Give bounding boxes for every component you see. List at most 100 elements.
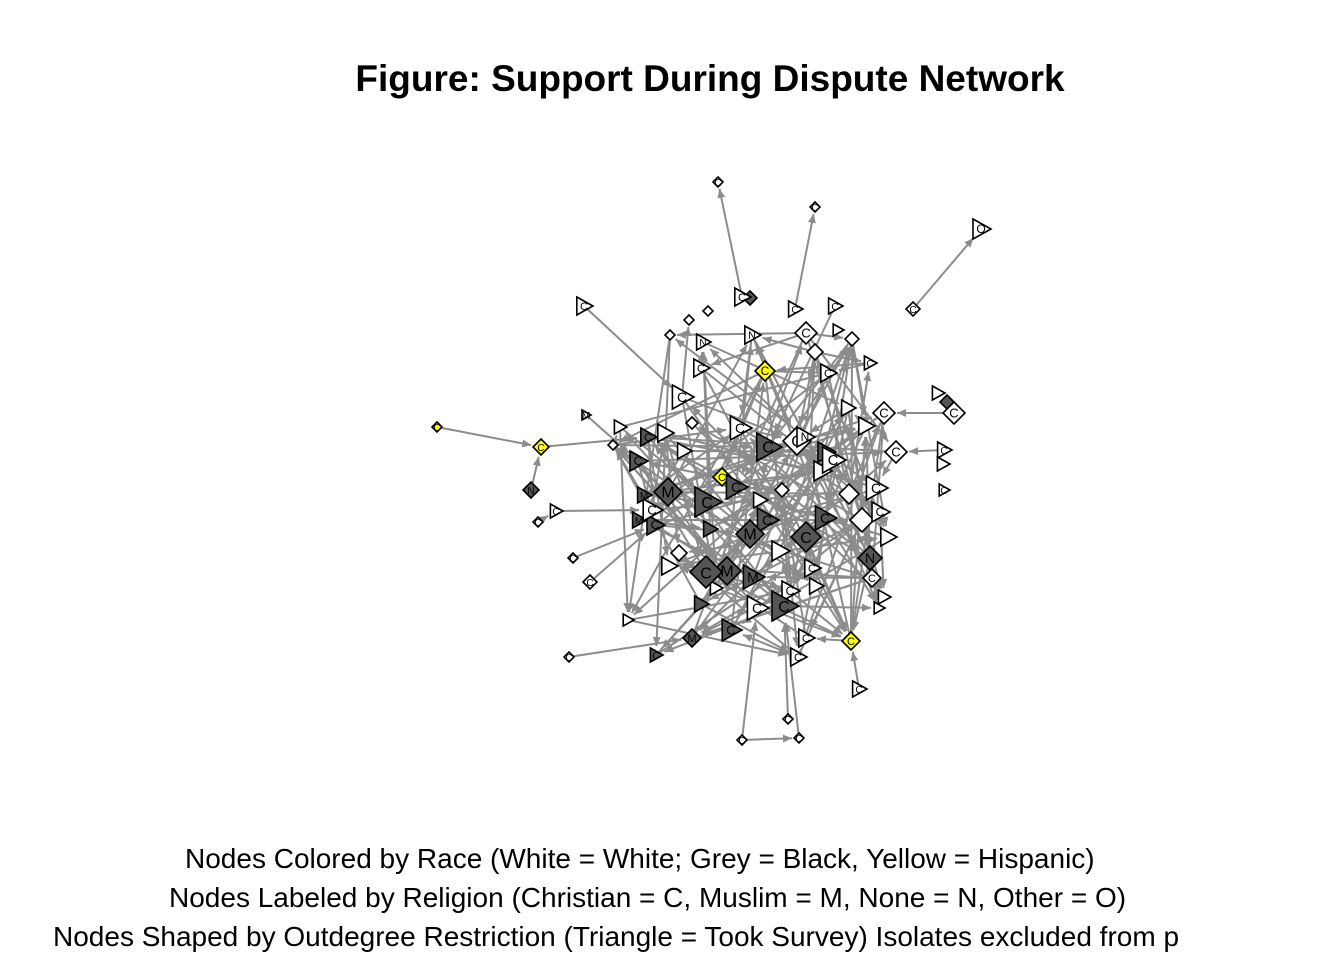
network-node-extra xyxy=(682,313,696,327)
network-node-shape xyxy=(531,437,551,457)
network-node-label: N xyxy=(699,338,706,349)
network-node: C xyxy=(746,594,771,622)
network-node-shape xyxy=(814,504,839,532)
edge-164 xyxy=(674,338,806,438)
network-node-label: C xyxy=(855,685,862,696)
network-node: C xyxy=(789,520,823,554)
figure-title: Figure: Support During Dispute Network xyxy=(355,58,1065,99)
network-node-label: M xyxy=(747,569,759,585)
network-node-shape xyxy=(562,650,576,664)
network-node-label: C xyxy=(433,423,440,434)
edge-76 xyxy=(627,619,788,657)
network-node: C xyxy=(797,627,817,649)
edge-235 xyxy=(683,447,815,456)
network-node: M xyxy=(734,518,766,550)
network-node: N xyxy=(796,425,817,449)
network-node-label: C xyxy=(876,505,885,519)
edge-190 xyxy=(803,351,816,426)
network-node-label: C xyxy=(778,599,790,616)
network-node: C xyxy=(711,175,725,189)
network-node-label: C xyxy=(752,600,762,616)
network-node: C xyxy=(549,502,565,520)
network-node-label: C xyxy=(800,530,812,547)
network-node: C xyxy=(793,320,819,346)
network-node: C xyxy=(863,354,879,372)
network-node: C xyxy=(721,617,744,643)
network-node: C xyxy=(871,500,892,524)
network-node: M xyxy=(652,476,684,508)
network-node-label: C xyxy=(786,584,795,598)
network-node-extra xyxy=(848,506,876,534)
network-node-extra xyxy=(840,398,858,418)
network-node-label: M xyxy=(661,485,674,502)
network-node: C xyxy=(735,733,749,747)
network-node: C xyxy=(865,474,890,502)
network-node-extra xyxy=(805,342,825,362)
network-node-shape xyxy=(755,431,784,463)
edge-139 xyxy=(619,426,632,613)
edge-214 xyxy=(751,334,792,427)
network-node-label: C xyxy=(940,486,947,497)
network-node: C xyxy=(575,295,595,317)
network-node-label: C xyxy=(644,432,652,444)
network-node-extra xyxy=(771,539,792,563)
network-node: C xyxy=(692,357,712,379)
network-node: C xyxy=(819,362,839,384)
network-node-shape xyxy=(819,362,839,384)
network-node-shape xyxy=(694,485,724,519)
network-node-label: N xyxy=(527,486,534,497)
network-node-label: C xyxy=(697,363,705,375)
caption-shape: Nodes Shaped by Outdegree Restriction (T… xyxy=(53,921,1180,952)
network-node-label: C xyxy=(537,443,544,454)
network-node: C xyxy=(646,513,667,537)
edges-layer xyxy=(436,188,974,743)
caption-religion: Nodes Labeled by Religion (Christian = C… xyxy=(169,882,1127,913)
network-node: C xyxy=(781,712,795,726)
network-node: C xyxy=(941,400,967,426)
network-node: C xyxy=(688,554,724,590)
network-node: C xyxy=(808,200,822,214)
network-node-shape xyxy=(743,324,763,346)
network-node-shape xyxy=(756,506,781,534)
network-node-label: C xyxy=(909,305,916,316)
edge-224 xyxy=(678,487,877,564)
network-node-shape xyxy=(671,383,696,411)
network-node-label: C xyxy=(700,565,712,582)
network-node-label: C xyxy=(820,510,830,526)
network-node-extra xyxy=(660,555,680,577)
network-node-shape xyxy=(711,555,743,587)
network-node-label: C xyxy=(808,563,816,575)
network-node: C xyxy=(814,504,839,532)
network-node: C xyxy=(803,557,823,579)
edge-174 xyxy=(789,590,844,635)
network-node-label: C xyxy=(701,495,713,512)
network-node-shape xyxy=(639,426,659,448)
network-node-shape xyxy=(793,320,819,346)
network-node-label: C xyxy=(802,633,810,645)
edge-2 xyxy=(912,237,974,310)
network-node: C xyxy=(871,400,897,426)
network-node-label: M xyxy=(582,411,590,422)
network-node-label: C xyxy=(569,554,576,565)
network-node-shape xyxy=(566,551,580,565)
edge-204 xyxy=(657,441,723,478)
network-node: C xyxy=(771,589,801,623)
network-node-extra xyxy=(931,384,947,402)
network-node-shape xyxy=(941,400,967,426)
network-node-extra xyxy=(693,594,711,614)
network-node-label: M xyxy=(640,491,648,502)
network-node-label: M xyxy=(687,633,696,645)
network-node-shape xyxy=(792,731,806,745)
network-node-label: C xyxy=(866,359,873,370)
edge-29 xyxy=(681,326,692,398)
edge-4 xyxy=(436,426,532,448)
network-node-shape xyxy=(753,359,777,383)
network-node-label: C xyxy=(586,578,593,589)
edge-121 xyxy=(664,432,863,487)
network-node-label: C xyxy=(726,622,735,637)
network-node-label: C xyxy=(735,420,745,436)
edge-10 xyxy=(780,622,789,720)
network-node-shape xyxy=(581,408,593,422)
network-node-shape xyxy=(883,439,909,465)
network-node-shape xyxy=(692,357,712,379)
